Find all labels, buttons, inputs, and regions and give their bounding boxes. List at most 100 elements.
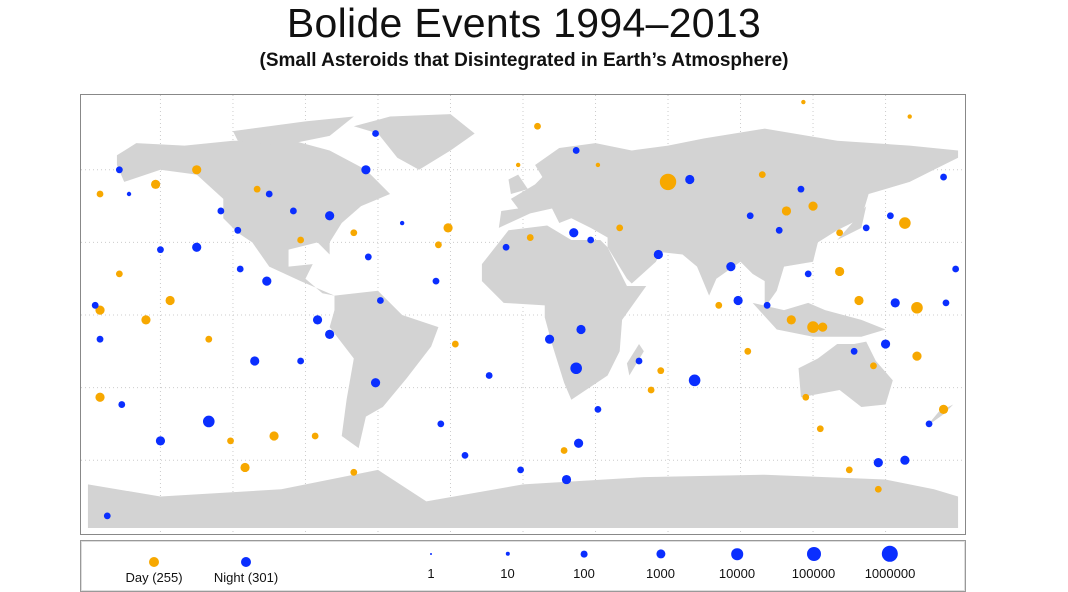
- night-bolide-point: [797, 185, 805, 193]
- day-bolide-point: [435, 241, 442, 249]
- day-bolide-point: [350, 468, 358, 476]
- night-bolide-point: [733, 295, 743, 306]
- day-bolide-point: [874, 485, 882, 493]
- day-bolide-point: [526, 234, 534, 241]
- legend-size-label: 1: [427, 566, 435, 581]
- night-bolide-point: [688, 374, 701, 387]
- night-bolide-point: [544, 334, 555, 344]
- night-bolide-point: [685, 174, 695, 185]
- day-bolide-point: [912, 351, 922, 361]
- day-bolide-point: [96, 190, 104, 198]
- legend-day-label: Day (255): [125, 570, 183, 585]
- day-bolide-point: [938, 404, 949, 414]
- day-bolide-point: [786, 315, 796, 325]
- night-bolide-point: [217, 207, 225, 215]
- night-bolide-point: [372, 130, 379, 137]
- land-indonesia: [752, 302, 886, 337]
- day-bolide-point: [616, 224, 624, 232]
- night-bolide-point: [118, 401, 126, 408]
- day-bolide-point: [311, 432, 319, 440]
- night-bolide-point: [325, 211, 335, 221]
- night-bolide-point: [572, 147, 580, 154]
- night-bolide-point: [370, 378, 381, 388]
- night-bolide-point: [726, 262, 736, 272]
- day-bolide-point: [818, 322, 828, 332]
- night-bolide-point: [775, 226, 783, 234]
- day-bolide-point: [781, 206, 792, 216]
- night-bolide-point: [312, 315, 323, 325]
- legend-night-swatch: [241, 557, 251, 567]
- day-bolide-point: [192, 165, 202, 175]
- night-bolide-point: [234, 226, 242, 234]
- day-bolide-point: [151, 179, 161, 189]
- day-bolide-point: [907, 114, 912, 119]
- day-bolide-point: [205, 335, 213, 343]
- legend-size-label: 100: [573, 566, 595, 581]
- night-bolide-point: [873, 458, 883, 468]
- night-bolide-point: [925, 420, 933, 428]
- night-bolide-point: [376, 297, 384, 304]
- legend-size-dot: [505, 551, 510, 557]
- legend-size-label: 1000: [646, 566, 675, 581]
- day-bolide-point: [240, 462, 250, 473]
- legend-size-dot: [731, 548, 743, 560]
- night-bolide-point: [573, 438, 584, 448]
- night-bolide-point: [952, 265, 960, 273]
- day-bolide-point: [836, 229, 844, 237]
- night-bolide-point: [250, 356, 260, 366]
- land-australia: [798, 341, 893, 407]
- night-bolide-point: [653, 249, 663, 260]
- legend-size-dot: [806, 547, 821, 561]
- night-bolide-point: [461, 451, 469, 459]
- night-bolide-point: [96, 335, 104, 343]
- night-bolide-point: [485, 372, 493, 379]
- night-bolide-point: [502, 243, 510, 251]
- night-bolide-point: [880, 339, 891, 349]
- day-bolide-point: [269, 431, 279, 441]
- day-bolide-point: [854, 295, 864, 306]
- night-bolide-point: [886, 212, 894, 220]
- night-bolide-point: [437, 420, 445, 428]
- legend-size-dot: [580, 550, 588, 558]
- night-bolide-point: [91, 301, 99, 309]
- day-bolide-point: [227, 437, 234, 445]
- night-bolide-point: [265, 190, 273, 198]
- legend-size-label: 10: [500, 566, 515, 581]
- day-bolide-point: [595, 162, 601, 168]
- day-bolide-point: [899, 217, 911, 229]
- day-bolide-point: [515, 162, 521, 168]
- night-bolide-point: [155, 436, 166, 446]
- day-bolide-point: [816, 425, 824, 433]
- night-bolide-point: [635, 357, 643, 365]
- chart-subtitle: (Small Asteroids that Disintegrated in E…: [259, 50, 789, 71]
- night-bolide-point: [594, 405, 602, 413]
- night-bolide-point: [576, 324, 586, 335]
- day-bolide-point: [253, 185, 261, 193]
- night-bolide-point: [157, 246, 164, 254]
- night-bolide-point: [262, 276, 272, 286]
- day-bolide-point: [835, 266, 845, 277]
- day-bolide-point: [758, 171, 766, 179]
- land-antarctica: [87, 469, 959, 528]
- night-bolide-point: [432, 277, 440, 285]
- day-bolide-point: [443, 223, 453, 233]
- land-greenland: [353, 114, 475, 170]
- night-bolide-point: [103, 512, 111, 520]
- day-bolide-point: [647, 386, 655, 394]
- night-bolide-point: [192, 242, 202, 252]
- day-bolide-point: [297, 236, 305, 244]
- night-bolide-point: [236, 265, 244, 273]
- night-bolide-point: [804, 270, 812, 278]
- day-bolide-point: [802, 393, 810, 401]
- day-bolide-point: [657, 367, 665, 375]
- land-britain: [508, 174, 528, 194]
- land-japan: [837, 206, 867, 240]
- day-bolide-point: [350, 229, 358, 237]
- day-bolide-point: [534, 122, 541, 130]
- world-map-plot: [80, 94, 966, 535]
- day-bolide-point: [115, 270, 123, 278]
- night-bolide-point: [942, 299, 950, 307]
- land-south-america: [329, 290, 439, 449]
- legend-day-swatch: [149, 557, 159, 567]
- day-bolide-point: [744, 347, 752, 355]
